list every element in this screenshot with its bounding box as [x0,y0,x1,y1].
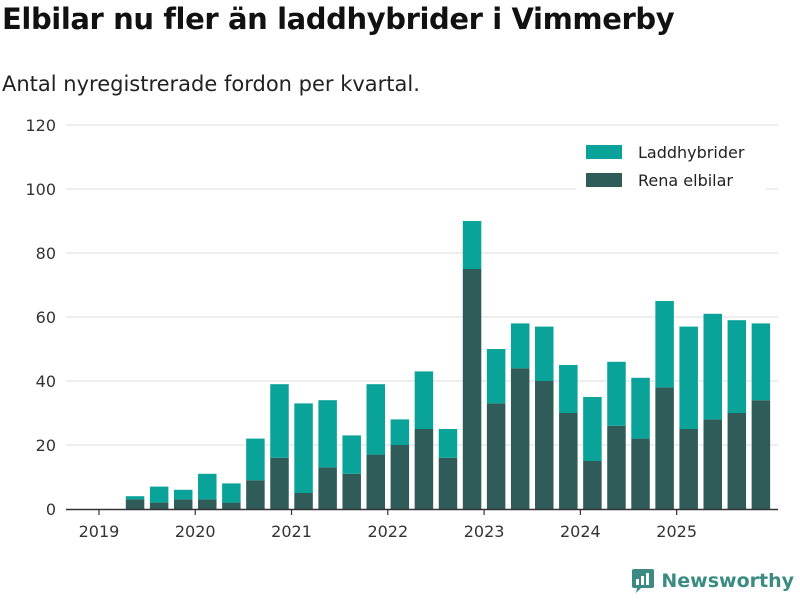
bar-laddhybrider [583,397,602,461]
bar-rena-elbilar [679,429,698,509]
bar-laddhybrider [703,313,722,420]
newsworthy-icon [632,569,655,593]
bar-rena-elbilar [583,461,602,509]
bar-rena-elbilar [125,499,145,509]
y-tick-label: 100 [25,180,56,199]
y-tick-label: 0 [46,500,56,519]
bar-laddhybrider [535,326,554,381]
legend-swatch [586,145,622,159]
bar-laddhybrider [366,384,386,455]
x-tick-label: 2022 [367,522,408,541]
x-tick-label: 2020 [175,522,216,541]
y-tick-label: 60 [36,308,56,327]
bar-laddhybrider [679,326,698,429]
brand-name: Newsworthy [661,570,794,592]
bar-rena-elbilar [462,269,482,509]
legend-swatch [586,173,622,187]
bar-laddhybrider [125,496,145,500]
bar-rena-elbilar [703,419,722,509]
legend-label: Rena elbilar [638,171,733,190]
bar-rena-elbilar [535,381,554,509]
bar-rena-elbilar [173,499,193,509]
y-tick-label: 80 [36,244,56,263]
bar-laddhybrider [222,483,241,503]
y-tick-label: 20 [36,436,56,455]
bar-laddhybrider [631,377,650,439]
bar-laddhybrider [462,221,482,269]
bar-laddhybrider [607,361,626,426]
bar-laddhybrider [486,349,506,404]
bar-rena-elbilar [559,413,578,509]
bar-rena-elbilar [390,445,410,509]
bar-rena-elbilar [318,467,337,509]
bar-laddhybrider [294,403,313,493]
bar-rena-elbilar [486,403,506,509]
bar-rena-elbilar [342,473,361,509]
newsworthy-logo: Newsworthy [631,568,794,594]
bar-laddhybrider [390,419,410,445]
bar-rena-elbilar [414,429,434,509]
bar-rena-elbilar [510,368,530,509]
x-tick-label: 2025 [656,522,697,541]
bar-rena-elbilar [655,387,674,509]
bar-laddhybrider [246,438,265,481]
legend-label: Laddhybrider [638,143,745,162]
bar-laddhybrider [751,323,771,401]
bar-rena-elbilar [751,400,771,509]
bar-laddhybrider [510,323,530,369]
bar-laddhybrider [559,365,578,413]
bar-rena-elbilar [438,457,458,509]
y-tick-label: 120 [25,116,56,135]
bar-rena-elbilar [246,480,265,509]
bar-rena-elbilar [607,425,626,509]
bar-laddhybrider [342,435,361,474]
bar-laddhybrider [414,371,434,429]
x-tick-label: 2019 [79,522,120,541]
chart-title: Elbilar nu fler än laddhybrider i Vimmer… [2,2,675,36]
bar-laddhybrider [173,489,193,500]
bar-rena-elbilar [727,413,747,509]
y-tick-label: 40 [36,372,56,391]
bar-rena-elbilar [270,457,289,509]
bar-rena-elbilar [149,502,169,509]
bar-laddhybrider [727,320,747,413]
bar-rena-elbilar [366,454,386,509]
bar-laddhybrider [149,486,169,503]
bar-laddhybrider [438,429,458,458]
x-tick-label: 2023 [464,522,505,541]
chart-subtitle: Antal nyregistrerade fordon per kvartal. [2,72,420,96]
bar-rena-elbilar [294,493,313,509]
bar-laddhybrider [655,301,674,388]
bar-rena-elbilar [631,438,650,509]
bar-laddhybrider [198,473,217,500]
bar-rena-elbilar [198,499,217,509]
x-tick-label: 2024 [560,522,601,541]
x-tick-label: 2021 [271,522,312,541]
bar-laddhybrider [318,400,337,468]
bar-rena-elbilar [222,502,241,509]
bar-laddhybrider [270,384,289,458]
